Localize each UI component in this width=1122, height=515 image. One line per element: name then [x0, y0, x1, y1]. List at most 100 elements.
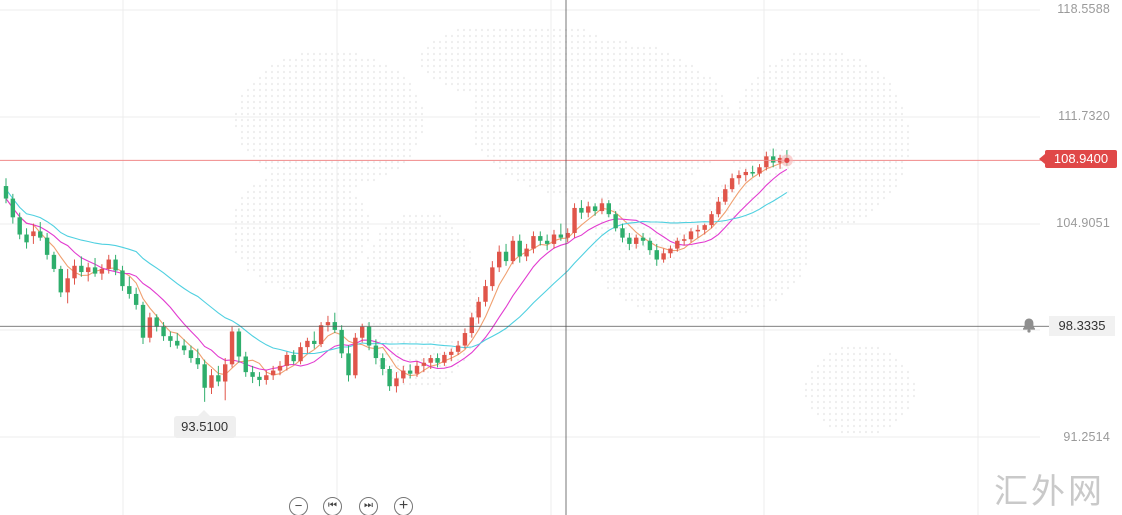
candle-body	[284, 354, 290, 366]
candle-body	[366, 326, 372, 346]
zoom-in-button[interactable]: +	[394, 497, 413, 515]
candle-body	[353, 337, 358, 376]
candle-body	[476, 301, 481, 318]
candle-body	[312, 340, 317, 344]
candle-body	[65, 278, 70, 293]
candle-body	[579, 207, 584, 213]
candle-body	[723, 189, 728, 202]
candle-body	[188, 350, 194, 359]
candle-body	[38, 231, 43, 238]
candle-body	[627, 237, 632, 244]
candle-body	[161, 326, 166, 337]
candles	[3, 148, 790, 402]
candle-body	[688, 231, 694, 240]
candle-body	[236, 331, 242, 357]
low-price-marker: 93.5100	[173, 409, 236, 438]
candle-body	[510, 240, 516, 262]
candle-body	[497, 251, 502, 268]
candle-body	[407, 370, 413, 374]
candle-body	[490, 267, 495, 287]
candle-body	[181, 345, 187, 351]
candle-body	[202, 364, 207, 388]
candle-body	[716, 201, 721, 215]
candle-body	[736, 175, 742, 179]
y-tick-label: 118.5588	[1057, 2, 1110, 16]
candle-body	[209, 375, 214, 388]
candle-body	[72, 265, 77, 279]
candle-body	[44, 237, 50, 255]
candle-body	[414, 365, 420, 374]
candle-body	[318, 325, 324, 344]
candle-body	[154, 317, 159, 327]
chart-grid	[0, 0, 1040, 515]
candle-body	[428, 358, 433, 363]
candle-body	[250, 372, 255, 377]
candle-body	[743, 171, 748, 176]
candle-body	[538, 236, 543, 241]
candle-body	[606, 203, 611, 215]
chart-overlays	[0, 0, 1049, 515]
candle-body	[10, 198, 16, 218]
skip-end-button[interactable]: ⏭	[359, 497, 378, 515]
candle-body	[517, 240, 522, 257]
candle-body	[298, 347, 303, 362]
y-tick-label: 104.9051	[1056, 216, 1110, 230]
candle-body	[455, 345, 461, 352]
candle-body	[277, 365, 283, 371]
candle-body	[620, 228, 625, 238]
bell-icon[interactable]	[1020, 317, 1038, 333]
candle-body	[709, 214, 714, 226]
candle-body	[640, 237, 646, 241]
candle-body	[216, 375, 221, 382]
candle-body	[168, 336, 173, 341]
candle-body	[380, 358, 385, 370]
y-tick-label: 111.7320	[1058, 109, 1110, 123]
candle-body	[435, 358, 440, 363]
candle-body	[421, 362, 427, 366]
candle-body	[771, 156, 776, 163]
candle-body	[469, 317, 474, 334]
candle-body	[647, 240, 653, 251]
last-price-tag: 108.9400	[1039, 150, 1117, 168]
candle-body	[291, 354, 296, 362]
candle-body	[373, 345, 379, 359]
candle-body	[3, 186, 9, 199]
candle-body	[681, 239, 687, 241]
zoom-out-button[interactable]: −	[289, 497, 308, 515]
candle-body	[257, 376, 262, 380]
candle-body	[243, 356, 248, 373]
candle-body	[442, 354, 447, 363]
candle-body	[325, 322, 331, 326]
candle-body	[92, 267, 98, 274]
candle-body	[17, 217, 22, 235]
skip-start-button[interactable]: ⏮	[323, 497, 342, 515]
candle-body	[764, 156, 769, 168]
candle-body	[86, 267, 91, 273]
candle-body	[695, 229, 701, 232]
candle-body	[668, 248, 673, 254]
ma-long-line	[5, 188, 788, 355]
candle-body	[592, 206, 598, 212]
candle-body	[223, 364, 228, 382]
candle-body	[483, 286, 488, 302]
candle-body	[729, 178, 735, 190]
candle-body	[394, 378, 399, 387]
candle-body	[565, 232, 570, 238]
y-tick-label: 91.2514	[1063, 430, 1110, 444]
crosshair-price-label: 98.3335	[1049, 316, 1115, 336]
world-map-background	[234, 28, 916, 434]
candle-body	[675, 240, 680, 249]
candle-body	[31, 231, 36, 237]
candle-body	[586, 206, 591, 213]
candle-body	[401, 370, 406, 379]
candle-body	[140, 304, 146, 338]
candle-body	[120, 270, 125, 287]
candle-body	[229, 331, 235, 365]
candle-body	[524, 248, 529, 257]
candle-body	[339, 329, 344, 354]
candle-body	[106, 259, 111, 269]
candle-body	[634, 237, 639, 244]
candle-body	[99, 268, 105, 274]
